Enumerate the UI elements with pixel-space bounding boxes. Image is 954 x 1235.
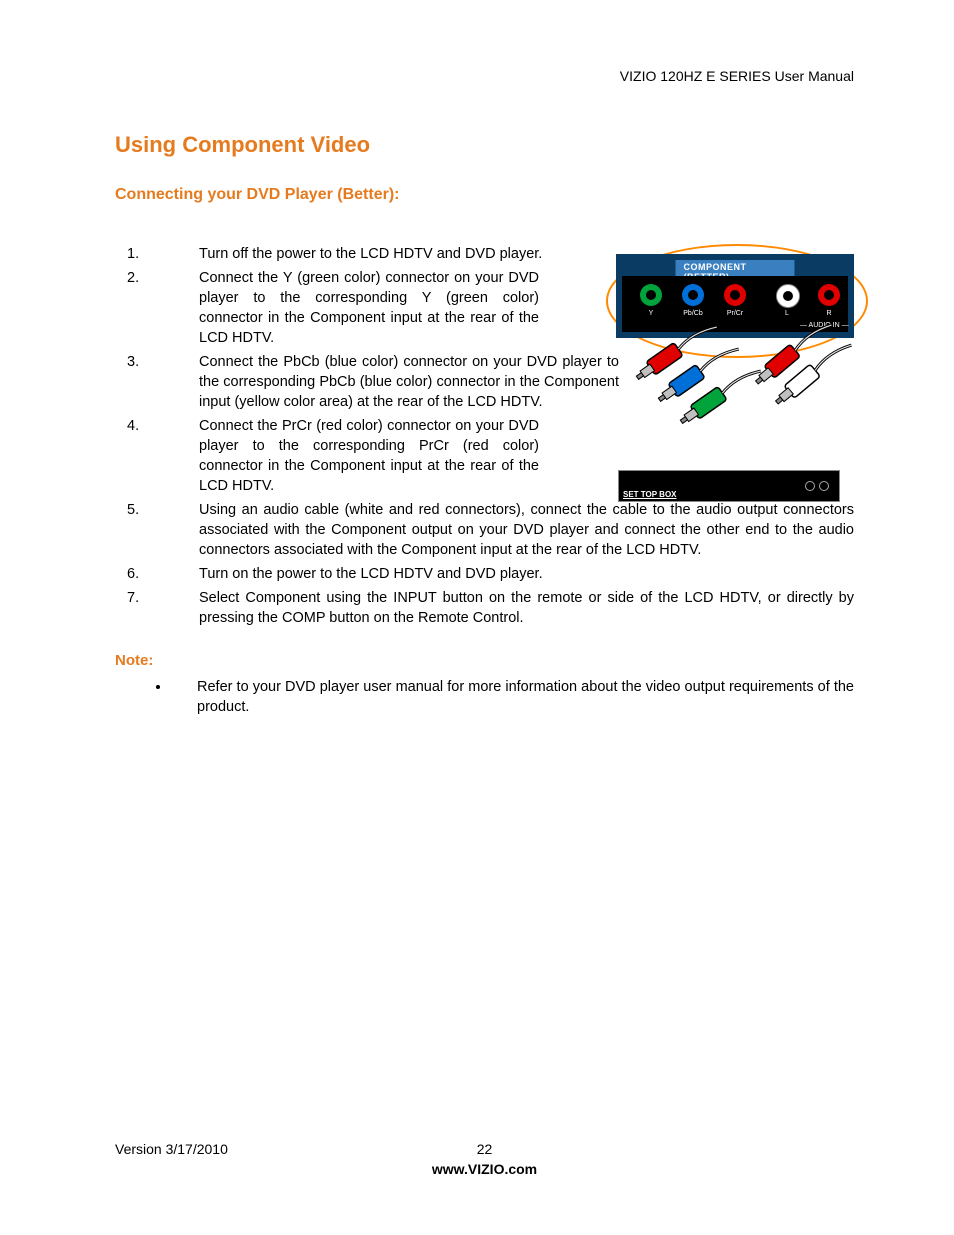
note-item: Refer to your DVD player user manual for…: [171, 677, 854, 717]
set-top-box-label: SET TOP BOX: [623, 490, 677, 499]
header-manual-title: VIZIO 120HZ E SERIES User Manual: [115, 68, 854, 84]
rca-plug-icon: [772, 336, 854, 409]
content-area: COMPONENT (BETTER) YPb/CbPr/CrLR — AUDIO…: [115, 244, 854, 717]
cable-plugs: [606, 244, 866, 504]
step-item: Connect the PbCb (blue color) connector …: [115, 352, 619, 412]
component-diagram: COMPONENT (BETTER) YPb/CbPr/CrLR — AUDIO…: [606, 244, 866, 514]
step-item: Turn on the power to the LCD HDTV and DV…: [115, 564, 854, 584]
footer-site: www.VIZIO.com: [115, 1161, 854, 1177]
note-list: Refer to your DVD player user manual for…: [115, 677, 854, 717]
note-label: Note:: [115, 652, 854, 669]
section-title: Using Component Video: [115, 132, 854, 158]
step-item: Using an audio cable (white and red conn…: [115, 500, 854, 560]
set-top-box: SET TOP BOX: [618, 470, 840, 502]
step-item: Select Component using the INPUT button …: [115, 588, 854, 628]
subsection-title: Connecting your DVD Player (Better):: [115, 186, 854, 204]
step-item: Connect the Y (green color) connector on…: [115, 268, 539, 348]
rca-plug-icon: [633, 317, 719, 384]
step-item: Turn off the power to the LCD HDTV and D…: [115, 244, 854, 264]
page-footer: Version 3/17/2010 22 www.VIZIO.com: [115, 1141, 854, 1177]
stb-indicator-icon: [819, 481, 829, 491]
step-item: Connect the PrCr (red color) connector o…: [115, 416, 539, 496]
footer-version: Version 3/17/2010: [115, 1141, 228, 1157]
stb-indicator-icon: [805, 481, 815, 491]
footer-page-number: 22: [477, 1141, 493, 1157]
